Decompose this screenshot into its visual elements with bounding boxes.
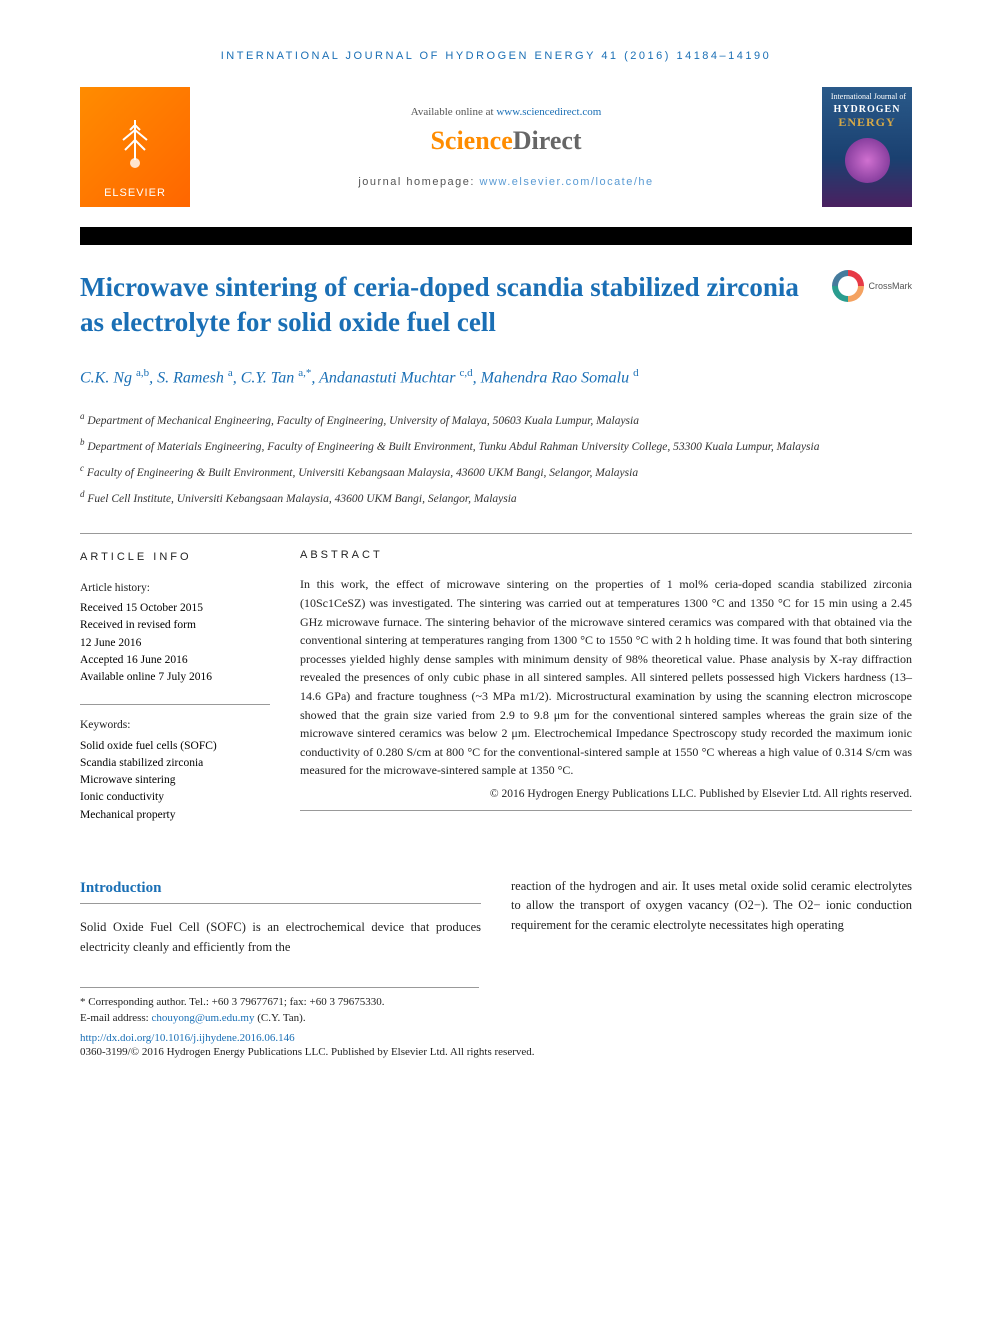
introduction-section: Introduction Solid Oxide Fuel Cell (SOFC… [80, 877, 912, 957]
abstract-column: ABSTRACT In this work, the effect of mic… [300, 549, 912, 842]
intro-column-right: reaction of the hydrogen and air. It use… [511, 877, 912, 957]
homepage-link[interactable]: www.elsevier.com/locate/he [480, 176, 654, 188]
elsevier-logo[interactable]: ELSEVIER [80, 87, 190, 207]
keyword-line: Scandia stabilized zirconia [80, 755, 270, 772]
crossmark-badge[interactable]: CrossMark [832, 270, 912, 302]
elsevier-tree-icon [105, 115, 165, 177]
journal-cover-thumbnail[interactable]: International Journal of HYDROGEN ENERGY [822, 87, 912, 207]
elsevier-text: ELSEVIER [104, 187, 166, 199]
keyword-line: Solid oxide fuel cells (SOFC) [80, 738, 270, 755]
doi-line: http://dx.doi.org/10.1016/j.ijhydene.201… [80, 1032, 912, 1044]
cover-small-title: International Journal of [826, 91, 908, 104]
available-prefix: Available online at [411, 106, 497, 118]
intro-text-left: Solid Oxide Fuel Cell (SOFC) is an elect… [80, 918, 481, 957]
available-online-text: Available online at www.sciencedirect.co… [210, 106, 802, 118]
info-abstract-row: ARTICLE INFO Article history: Received 1… [80, 549, 912, 842]
keywords-heading: Keywords: [80, 717, 270, 734]
footnotes-block: * Corresponding author. Tel.: +60 3 7967… [80, 987, 479, 1027]
intro-text-right: reaction of the hydrogen and air. It use… [511, 877, 912, 935]
introduction-heading: Introduction [80, 877, 481, 904]
affiliation-line: b Department of Materials Engineering, F… [80, 435, 912, 456]
issn-copyright-line: 0360-3199/© 2016 Hydrogen Energy Publica… [80, 1046, 912, 1058]
article-title: Microwave sintering of ceria-doped scand… [80, 270, 832, 340]
article-info-column: ARTICLE INFO Article history: Received 1… [80, 549, 270, 842]
keyword-line: Mechanical property [80, 807, 270, 824]
email-line: E-mail address: chouyong@um.edu.my (C.Y.… [80, 1010, 479, 1027]
abstract-copyright: © 2016 Hydrogen Energy Publications LLC.… [300, 788, 912, 800]
crossmark-icon [832, 270, 864, 302]
history-line: Received 15 October 2015 [80, 600, 270, 617]
keyword-line: Microwave sintering [80, 772, 270, 789]
intro-column-left: Introduction Solid Oxide Fuel Cell (SOFC… [80, 877, 481, 957]
affiliation-line: d Fuel Cell Institute, Universiti Kebang… [80, 487, 912, 508]
doi-link[interactable]: http://dx.doi.org/10.1016/j.ijhydene.201… [80, 1032, 295, 1044]
abstract-label: ABSTRACT [300, 549, 912, 561]
history-line: Accepted 16 June 2016 [80, 652, 270, 669]
authors-list: C.K. Ng a,b, S. Ramesh a, C.Y. Tan a,*, … [80, 365, 912, 390]
abstract-bottom-divider [300, 810, 912, 811]
abstract-text: In this work, the effect of microwave si… [300, 575, 912, 780]
cover-hydrogen: HYDROGEN [834, 104, 901, 115]
center-banner-info: Available online at www.sciencedirect.co… [190, 106, 822, 188]
history-line: Received in revised form [80, 617, 270, 634]
affiliation-line: c Faculty of Engineering & Built Environ… [80, 461, 912, 482]
sciencedirect-logo[interactable]: ScienceDirect [210, 126, 802, 156]
top-banner: ELSEVIER Available online at www.science… [80, 87, 912, 207]
cover-graphic-icon [845, 138, 890, 183]
journal-citation-header: INTERNATIONAL JOURNAL OF HYDROGEN ENERGY… [80, 50, 912, 62]
author-email-link[interactable]: chouyong@um.edu.my [151, 1012, 254, 1024]
history-heading: Article history: [80, 580, 270, 597]
article-info-label: ARTICLE INFO [80, 549, 270, 566]
sciencedirect-link[interactable]: www.sciencedirect.com [496, 106, 601, 118]
keyword-line: Ionic conductivity [80, 789, 270, 806]
email-suffix: (C.Y. Tan). [255, 1012, 306, 1024]
black-divider-bar [80, 227, 912, 245]
article-history-block: Article history: Received 15 October 201… [80, 580, 270, 687]
affiliation-line: a Department of Mechanical Engineering, … [80, 409, 912, 430]
history-line: Available online 7 July 2016 [80, 669, 270, 686]
crossmark-text: CrossMark [868, 281, 912, 291]
info-divider [80, 704, 270, 705]
sd-logo-science: Science [430, 126, 512, 155]
history-line: 12 June 2016 [80, 635, 270, 652]
corresponding-author-note: * Corresponding author. Tel.: +60 3 7967… [80, 994, 479, 1011]
title-row: Microwave sintering of ceria-doped scand… [80, 270, 912, 365]
email-label: E-mail address: [80, 1012, 151, 1024]
keywords-block: Keywords: Solid oxide fuel cells (SOFC)S… [80, 717, 270, 824]
gray-divider [80, 533, 912, 534]
affiliations-block: a Department of Mechanical Engineering, … [80, 409, 912, 509]
journal-homepage-text: journal homepage: www.elsevier.com/locat… [210, 176, 802, 188]
homepage-prefix: journal homepage: [358, 176, 479, 188]
cover-energy: ENERGY [838, 115, 895, 130]
sd-logo-direct: Direct [513, 126, 582, 155]
